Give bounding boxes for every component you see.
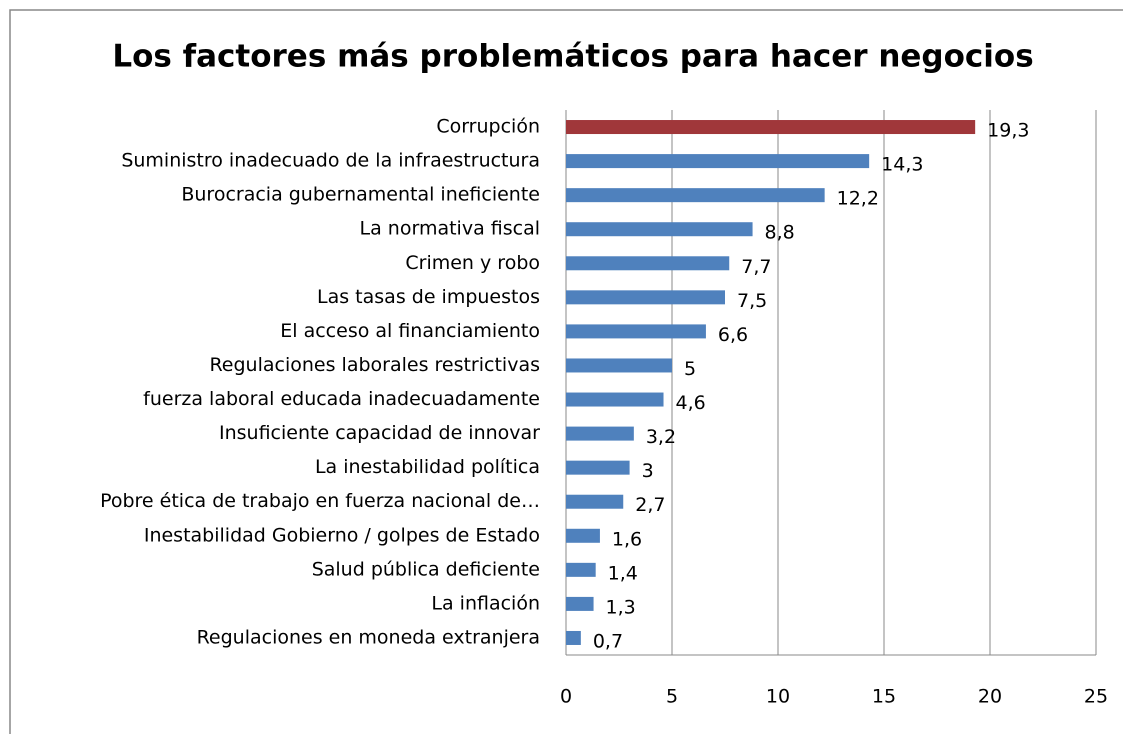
x-tick-label: 25: [1084, 686, 1108, 708]
bar: [566, 460, 630, 475]
y-tick-label: Suministro inadecuado de la infraestruct…: [121, 150, 540, 172]
bar: [566, 188, 825, 203]
bar: [566, 120, 976, 135]
value-label: 1,6: [612, 528, 642, 550]
y-tick-label: Inestabilidad Gobierno / golpes de Estad…: [144, 524, 540, 546]
value-label: 4,6: [676, 392, 706, 414]
value-label: 0,7: [593, 630, 623, 652]
y-tick-label: Pobre ética de trabajo en fuerza naciona…: [100, 490, 540, 512]
y-tick-label: La inestabilidad política: [315, 456, 540, 478]
bar: [566, 562, 596, 577]
value-label: 14,3: [881, 154, 923, 176]
y-tick-label: fuerza laboral educada inadecuadamente: [143, 388, 540, 410]
bar: [566, 494, 624, 509]
x-tick-label: 15: [872, 686, 896, 708]
value-label: 8,8: [765, 222, 795, 244]
value-label: 3,2: [646, 426, 676, 448]
y-tick-label: La inflación: [431, 592, 540, 614]
value-label: 7,7: [741, 256, 771, 278]
bar: [566, 324, 706, 339]
bar: [566, 630, 581, 645]
bar: [566, 528, 600, 543]
y-tick-label: Corrupción: [436, 116, 540, 138]
bar: [566, 222, 753, 237]
y-tick-label: Las tasas de impuestos: [317, 286, 540, 308]
chart-title: Los factores más problemáticos para hace…: [112, 39, 1033, 75]
value-label: 5: [684, 358, 696, 380]
x-tick-label: 10: [766, 686, 790, 708]
x-tick-label: 20: [978, 686, 1002, 708]
value-label: 1,3: [606, 596, 636, 618]
bar: [566, 290, 725, 305]
y-tick-label: La normativa fiscal: [360, 218, 540, 240]
value-label: 7,5: [737, 290, 767, 312]
bar: [566, 154, 870, 169]
bar: [566, 596, 594, 611]
value-label: 19,3: [987, 120, 1029, 142]
value-label: 1,4: [608, 562, 638, 584]
y-tick-label: Regulaciones en moneda extranjera: [197, 626, 540, 648]
value-label: 3: [642, 460, 654, 482]
y-tick-label: Salud pública deficiente: [312, 558, 540, 580]
x-tick-label: 0: [560, 686, 572, 708]
y-tick-label: Crimen y robo: [405, 252, 540, 274]
value-label: 6,6: [718, 324, 748, 346]
y-tick-label: Insuficiente capacidad de innovar: [219, 422, 540, 444]
x-tick-label: 5: [666, 686, 678, 708]
y-tick-label: Burocracia gubernamental ineficiente: [181, 184, 540, 206]
bar: [566, 426, 634, 441]
bar: [566, 392, 664, 407]
bar: [566, 256, 730, 271]
bar: [566, 358, 672, 373]
y-tick-label: El acceso al financiamiento: [280, 320, 540, 342]
value-label: 2,7: [635, 494, 665, 516]
value-label: 12,2: [837, 188, 879, 210]
y-tick-label: Regulaciones laborales restrictivas: [209, 354, 540, 376]
